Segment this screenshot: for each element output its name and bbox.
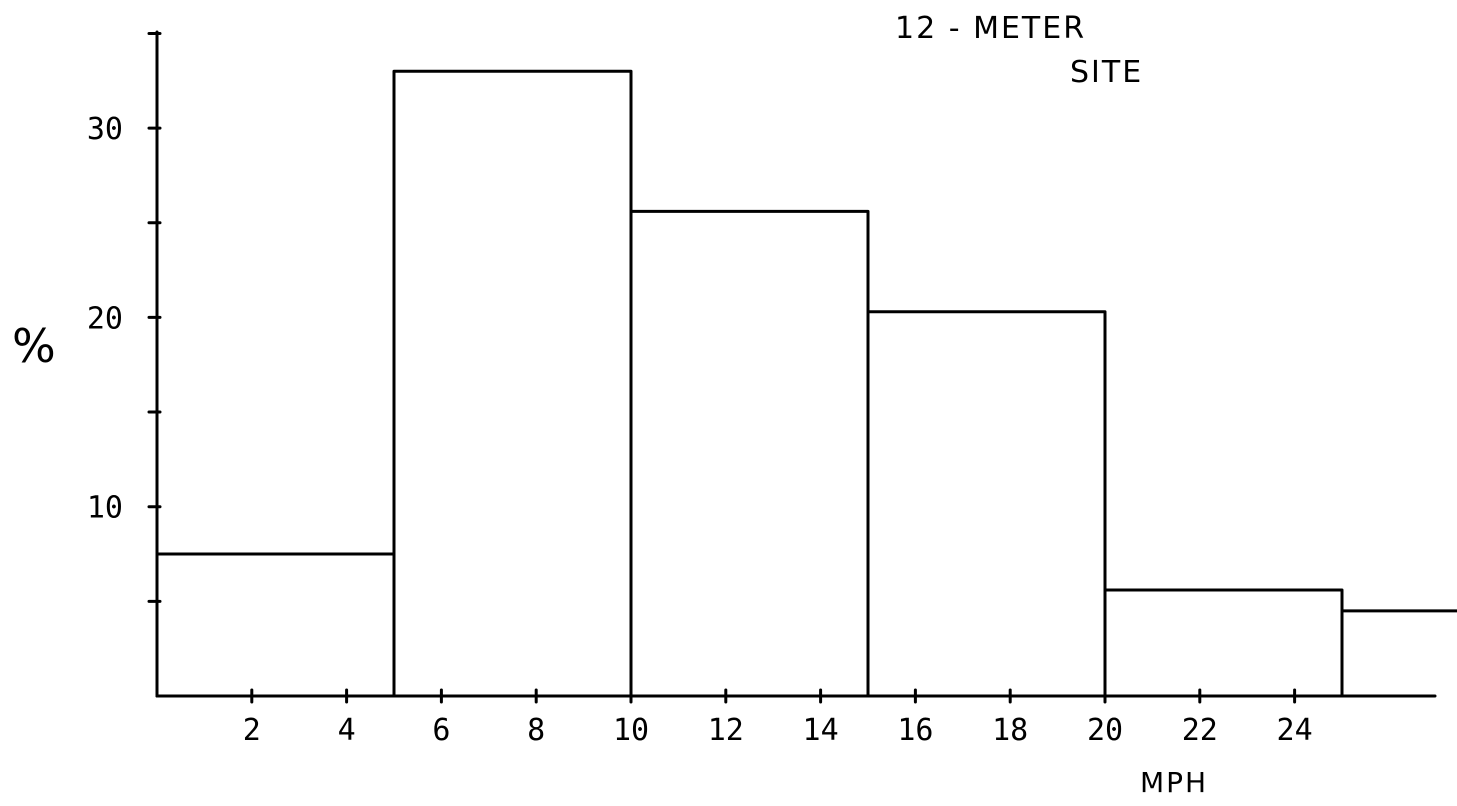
- ticks-layer: [147, 31, 1297, 704]
- y-tick-label: 30: [87, 112, 123, 147]
- x-tick-label: 18: [992, 713, 1028, 748]
- x-tick-label: 4: [338, 713, 356, 748]
- axes-layer: [155, 30, 1437, 698]
- histogram-bar: [866, 310, 1107, 698]
- x-tick-label: 12: [708, 713, 744, 748]
- x-tick-label: 22: [1182, 713, 1218, 748]
- x-tick-label: 2: [243, 713, 261, 748]
- y-tick-label: 20: [87, 301, 123, 336]
- x-tick-label: 8: [527, 713, 545, 748]
- x-axis-title: MPH: [1140, 766, 1208, 799]
- chart-title-line-2: SITE: [1070, 55, 1143, 90]
- x-tick-label: 10: [613, 713, 649, 748]
- chart-title-line-1: 12 - METER: [895, 11, 1086, 46]
- histogram-bar: [392, 69, 633, 698]
- x-tick-label: 14: [803, 713, 839, 748]
- x-tick-label: 24: [1277, 713, 1313, 748]
- histogram-bar: [155, 552, 396, 698]
- x-tick-label: 16: [897, 713, 933, 748]
- y-tick-label: 10: [87, 491, 123, 526]
- x-tick-label: 6: [432, 713, 450, 748]
- histogram-bar: [629, 209, 870, 698]
- bars-layer: [155, 69, 1457, 698]
- y-axis-title: %: [12, 319, 56, 373]
- x-tick-label: 20: [1087, 713, 1123, 748]
- histogram-bar: [1103, 588, 1344, 698]
